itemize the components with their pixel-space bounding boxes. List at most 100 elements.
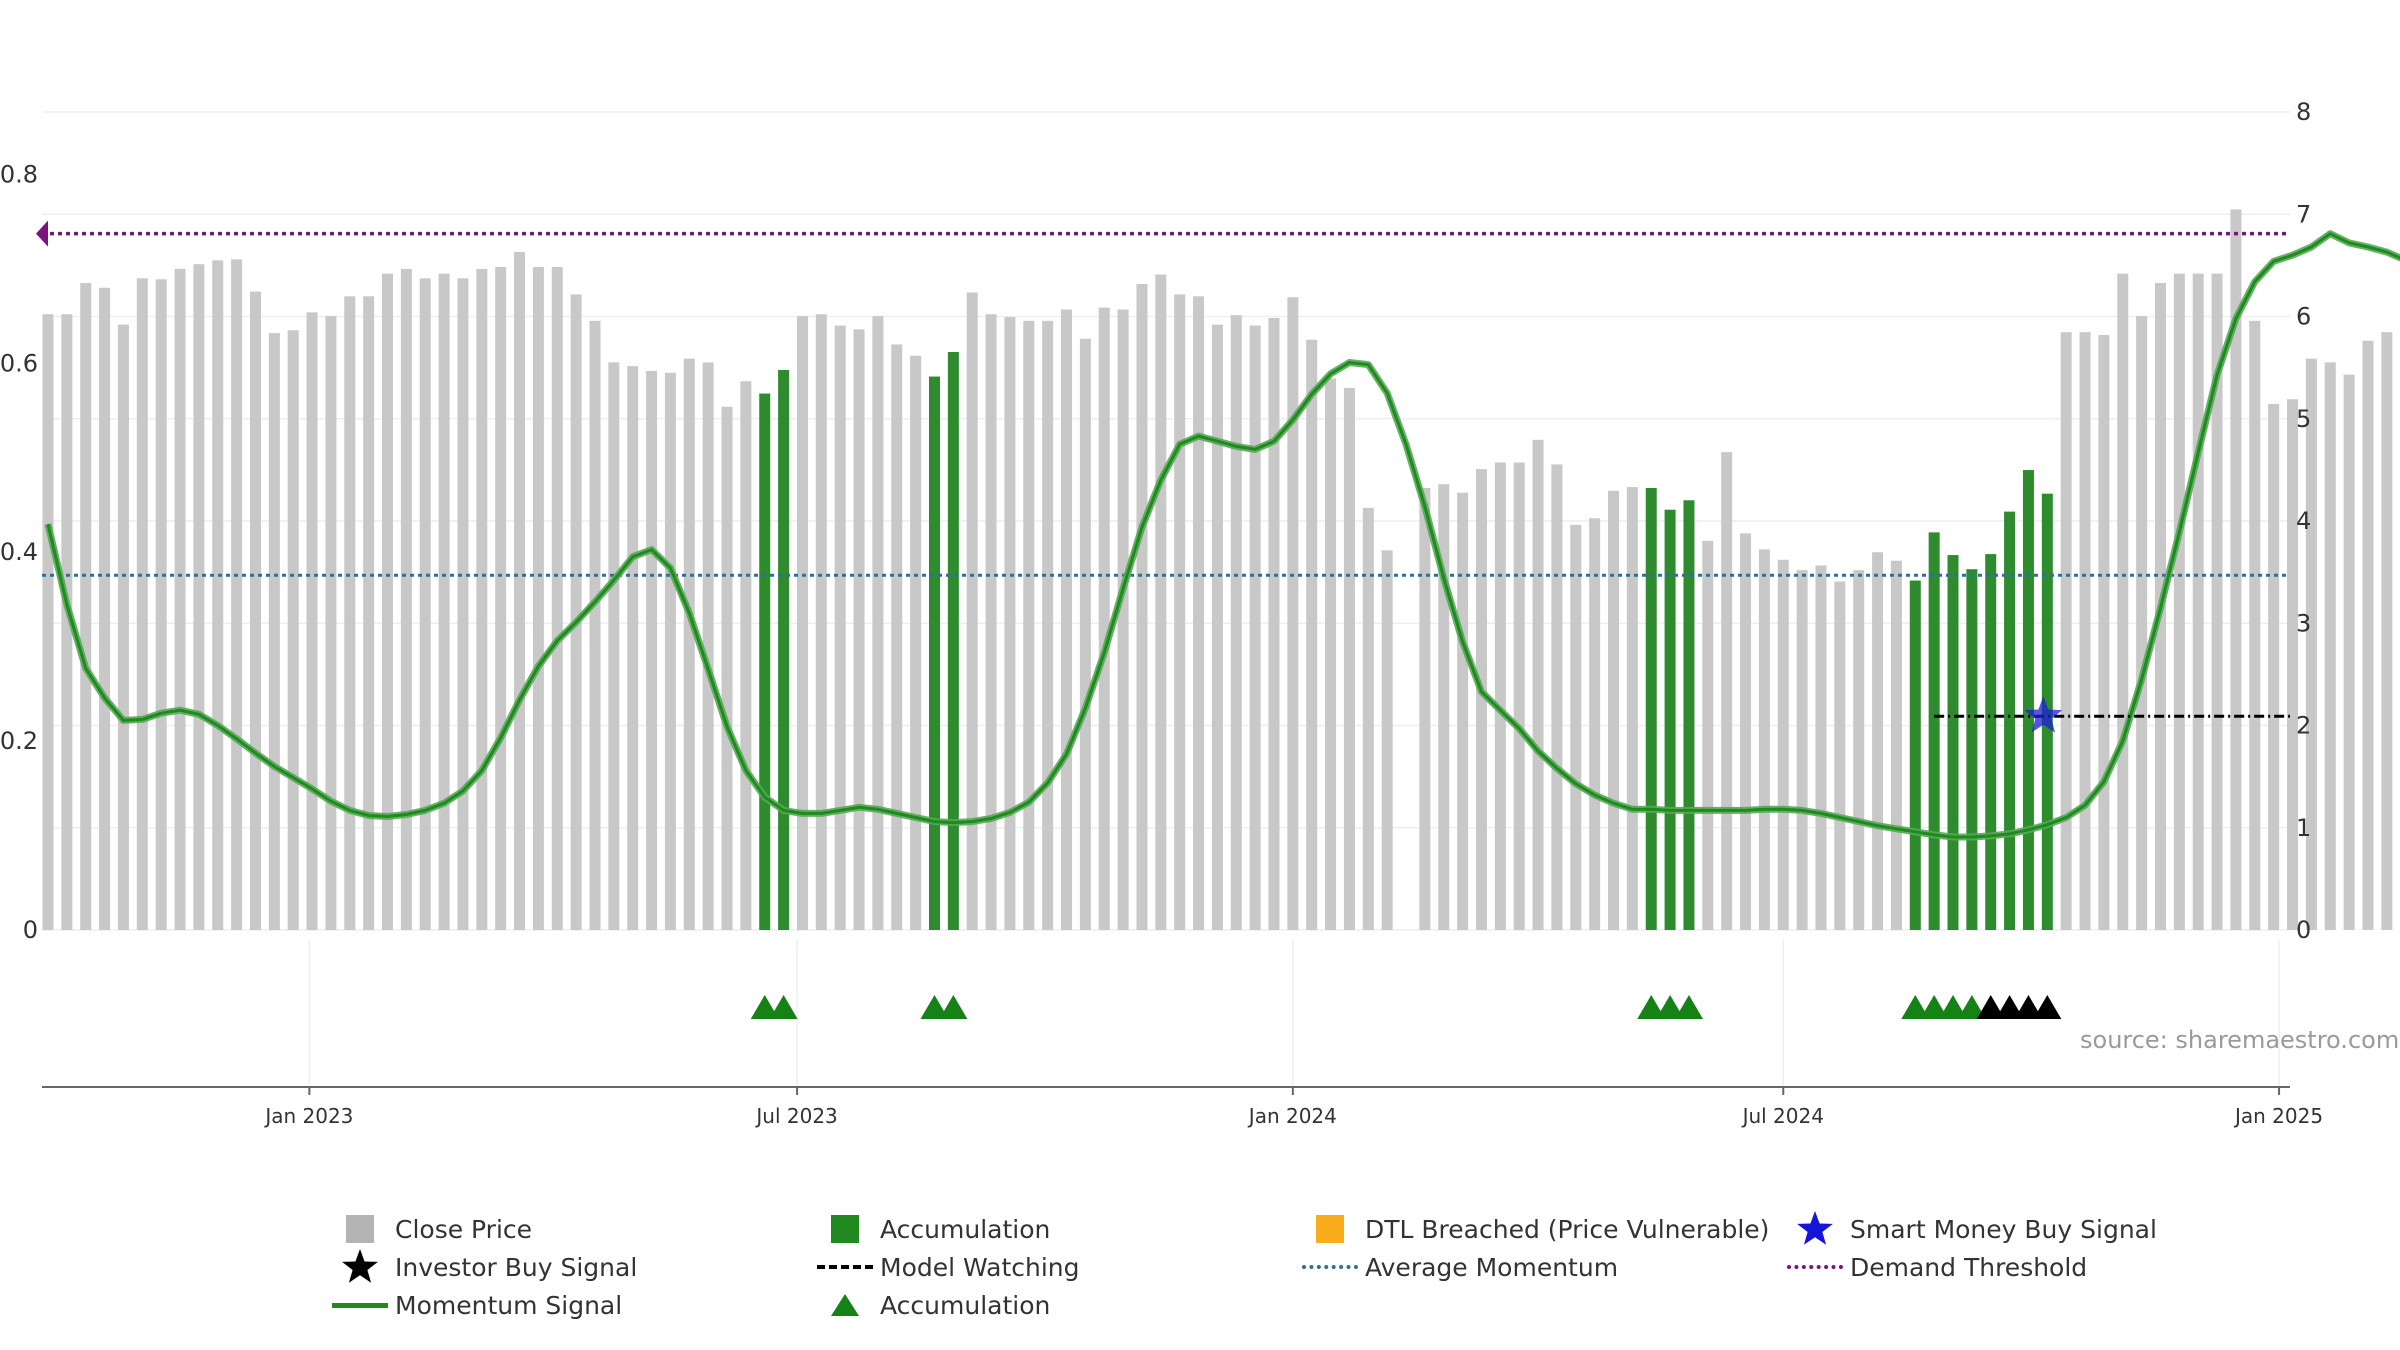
legend-item: Close Price: [325, 1210, 532, 1248]
y-right-tick-label: 3: [2296, 609, 2311, 637]
close-price-bar: [1136, 284, 1148, 930]
y-right-tick-label: 8: [2296, 98, 2311, 126]
close-price-bar: [1268, 318, 1280, 930]
y-left-tick-label: 0.2: [0, 727, 38, 755]
close-price-bar: [155, 279, 167, 930]
close-price-bar: [419, 278, 431, 930]
close-price-bar: [1155, 274, 1167, 930]
legend-label: Momentum Signal: [395, 1290, 623, 1320]
y-right-tick-label: 7: [2296, 200, 2311, 228]
legend-label: Accumulation: [880, 1214, 1051, 1244]
investor-buy-triangle: [1995, 995, 2024, 1019]
close-price-bar: [1004, 317, 1016, 930]
x-tick-label: Jan 2023: [263, 1104, 353, 1128]
close-price-bar: [2136, 316, 2148, 931]
close-price-bar: [2060, 332, 2072, 931]
close-price-bar: [2305, 358, 2317, 931]
close-price-bar: [1042, 320, 1054, 930]
close-price-bar: [2362, 340, 2374, 931]
legend-item: Demand Threshold: [1780, 1248, 2087, 1286]
dot-legend-icon: [1780, 1248, 1850, 1286]
accumulation-triangle: [1920, 995, 1949, 1019]
accumulation-bar: [1909, 580, 1921, 930]
close-price-bar: [363, 296, 375, 930]
close-price-bar: [2230, 209, 2242, 930]
close-price-bar: [1230, 315, 1242, 931]
legend-item: Investor Buy Signal: [325, 1248, 637, 1286]
accumulation-triangle: [939, 995, 968, 1019]
close-price-bar: [438, 273, 450, 931]
close-price-bar: [1457, 492, 1469, 930]
y-right-tick-label: 2: [2296, 712, 2311, 740]
accumulation-triangle: [920, 995, 949, 1019]
close-price-bar: [80, 283, 92, 930]
close-price-bar: [1608, 490, 1620, 930]
close-price-bar: [721, 406, 733, 930]
accumulation-bar: [2004, 511, 2016, 930]
close-price-bar: [457, 278, 469, 930]
y-right-tick-label: 6: [2296, 303, 2311, 331]
close-price-bar: [495, 267, 507, 930]
square-legend-icon: [325, 1210, 395, 1248]
close-price-bar: [136, 278, 148, 930]
close-price-bar: [1325, 378, 1337, 930]
close-price-bar: [589, 320, 601, 930]
legend: Close Price Accumulation DTL Breached (Pri…: [0, 1210, 2400, 1340]
x-tick-label: Jul 2024: [1741, 1104, 1824, 1128]
accumulation-triangle: [1939, 995, 1968, 1019]
close-price-bar: [174, 268, 186, 930]
close-price-bar: [306, 312, 318, 930]
close-price-bar: [985, 314, 997, 930]
close-price-bar: [268, 333, 280, 931]
close-price-bar: [2268, 403, 2280, 930]
accumulation-bar: [778, 369, 790, 930]
close-price-bar: [1834, 581, 1846, 930]
close-price-bar: [1872, 552, 1884, 930]
y-right-tick-label: 1: [2296, 814, 2311, 842]
close-price-bar: [910, 355, 922, 930]
close-price-bar: [117, 324, 129, 931]
close-price-bar: [740, 381, 752, 930]
legend-label: Average Momentum: [1365, 1252, 1619, 1282]
demand-threshold-marker: [36, 220, 48, 247]
close-price-bar: [1853, 570, 1865, 930]
accumulation-triangle: [1656, 995, 1685, 1019]
close-price-bar: [2249, 320, 2261, 930]
close-price-bar: [514, 251, 526, 930]
legend-item: Momentum Signal: [325, 1286, 622, 1324]
bar-series: [42, 209, 2393, 931]
legend-label: Smart Money Buy Signal: [1850, 1214, 2157, 1244]
accumulation-bar: [1683, 500, 1695, 930]
legend-label: DTL Breached (Price Vulnerable): [1365, 1214, 1770, 1244]
close-price-bar: [1740, 533, 1752, 930]
close-price-bar: [702, 362, 714, 930]
smart-money-buy-star: [2024, 696, 2063, 733]
x-tick-label: Jan 2025: [2233, 1104, 2323, 1128]
close-price-bar: [1306, 339, 1318, 930]
close-price-bar: [249, 291, 261, 930]
close-price-bar: [1211, 324, 1223, 931]
close-price-bar: [1419, 488, 1431, 930]
close-price-bar: [683, 358, 695, 931]
y-right-tick-label: 5: [2296, 405, 2311, 433]
close-price-bar: [1098, 307, 1110, 931]
close-price-bar: [1381, 550, 1393, 930]
accumulation-triangle: [1901, 995, 1930, 1019]
close-price-bar: [1249, 325, 1261, 930]
close-price-bar: [1438, 484, 1450, 930]
close-price-bar: [1702, 540, 1714, 930]
close-price-bar: [193, 264, 205, 931]
close-price-bar: [815, 314, 827, 930]
y-left-tick-label: 0.6: [0, 349, 38, 377]
accumulation-triangle: [1637, 995, 1666, 1019]
close-price-bar: [2173, 273, 2185, 931]
square-legend-icon: [1295, 1210, 1365, 1248]
star-legend-icon: [1780, 1210, 1850, 1248]
close-price-bar: [1494, 462, 1506, 930]
close-price-bar: [532, 267, 544, 930]
close-price-bar: [1287, 297, 1299, 930]
close-price-bar: [1551, 464, 1563, 930]
x-tick-label: Jan 2024: [1247, 1104, 1337, 1128]
close-price-bar: [2079, 332, 2091, 931]
close-price-bar: [2117, 273, 2129, 931]
